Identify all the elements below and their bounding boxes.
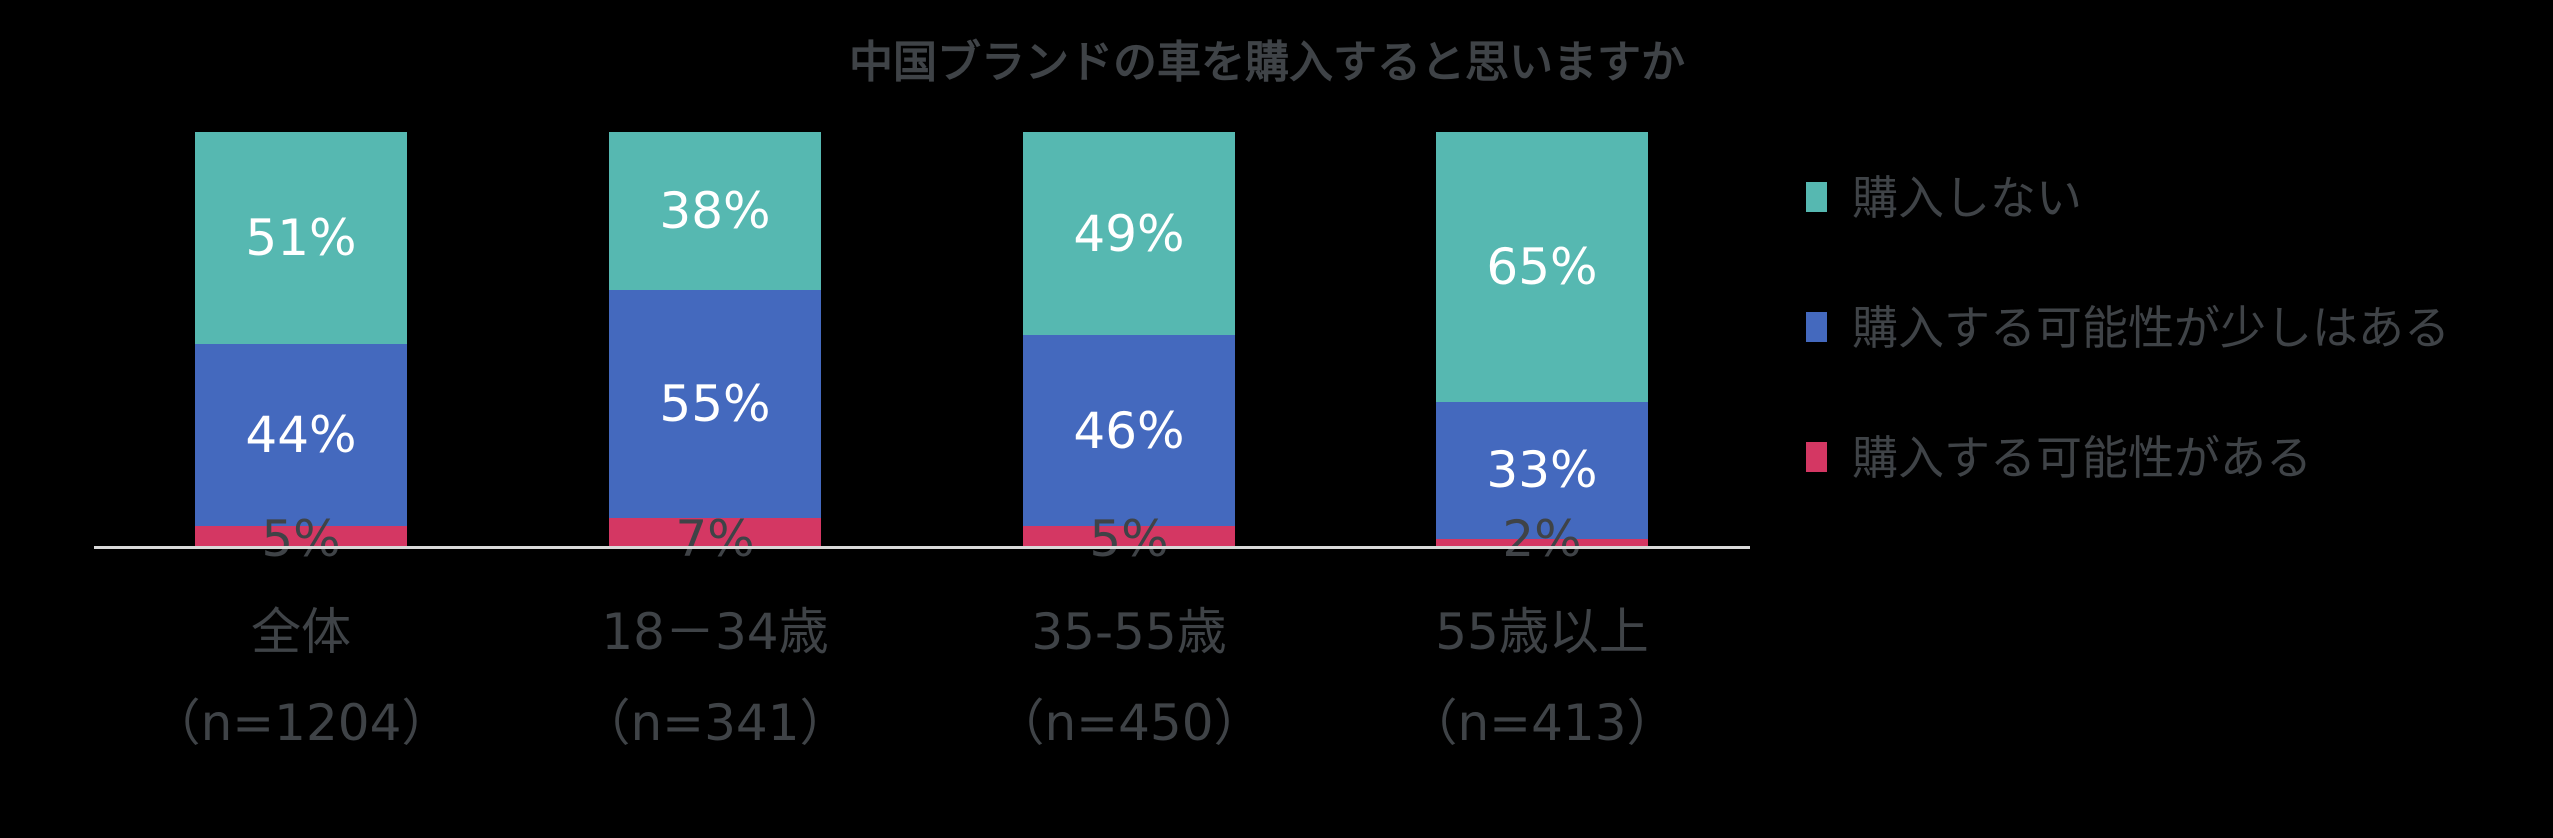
legend-label: 購入しない [1852,171,2082,225]
segment-possible [1023,526,1235,547]
chart-title: 中国ブランドの車を購入すると思いますか [849,37,1685,88]
segment-slightly-possible [195,343,407,527]
category-label-55-plus: 55歳以上 （n=413） [1332,602,1752,753]
category-name: 全体 [251,603,351,661]
segment-not-purchase [609,132,821,290]
segment-not-purchase [195,132,407,344]
label-not-purchase: 51% [245,208,357,267]
segment-slightly-possible [1023,335,1235,527]
category-name: 55歳以上 [1435,603,1649,661]
segment-not-purchase [1436,132,1648,402]
x-axis-line [94,546,1750,549]
label-slightly-possible: 55% [659,374,771,433]
label-possible: 2% [1502,510,1582,568]
legend-swatch-teal [1806,182,1827,212]
category-sample-size: （n=1204） [150,694,452,752]
category-sample-size: （n=413） [1407,694,1677,752]
category-label-35-55: 35-55歳 （n=450） [919,602,1339,753]
category-label-18-34: 18－34歳 （n=341） [505,602,925,753]
bar-18-34: 7% 55% 38% [609,132,821,564]
legend-label: 購入する可能性が少しはある [1852,301,2450,355]
category-label-all: 全体 （n=1204） [91,602,511,753]
segment-possible [1436,538,1648,547]
category-name: 35-55歳 [1031,603,1227,661]
segment-possible [609,517,821,547]
plot-area: 5% 44% 51% 7% 55% 38% 5% 46% 49% 2% 33% … [91,132,1752,753]
bar-35-55: 5% 46% 49% [1023,132,1235,564]
label-slightly-possible: 44% [245,405,357,464]
label-slightly-possible: 33% [1486,441,1598,500]
category-sample-size: （n=450） [994,694,1264,752]
label-not-purchase: 38% [659,181,771,240]
category-sample-size: （n=341） [580,694,850,752]
label-possible: 7% [675,510,755,568]
segment-slightly-possible [1436,401,1648,539]
category-name: 18－34歳 [601,603,829,661]
legend-swatch-blue [1806,312,1827,342]
label-possible: 5% [261,510,341,568]
legend-swatch-red [1806,442,1827,472]
bar-all: 5% 44% 51% [195,132,407,564]
label-not-purchase: 65% [1486,237,1598,296]
segment-not-purchase [1023,132,1235,336]
segment-slightly-possible [609,289,821,518]
segment-possible [195,526,407,547]
label-not-purchase: 49% [1073,204,1185,263]
bar-55-plus: 2% 33% 65% [1436,132,1648,564]
legend-label: 購入する可能性がある [1852,431,2312,485]
label-slightly-possible: 46% [1073,401,1185,460]
label-possible: 5% [1089,510,1169,568]
